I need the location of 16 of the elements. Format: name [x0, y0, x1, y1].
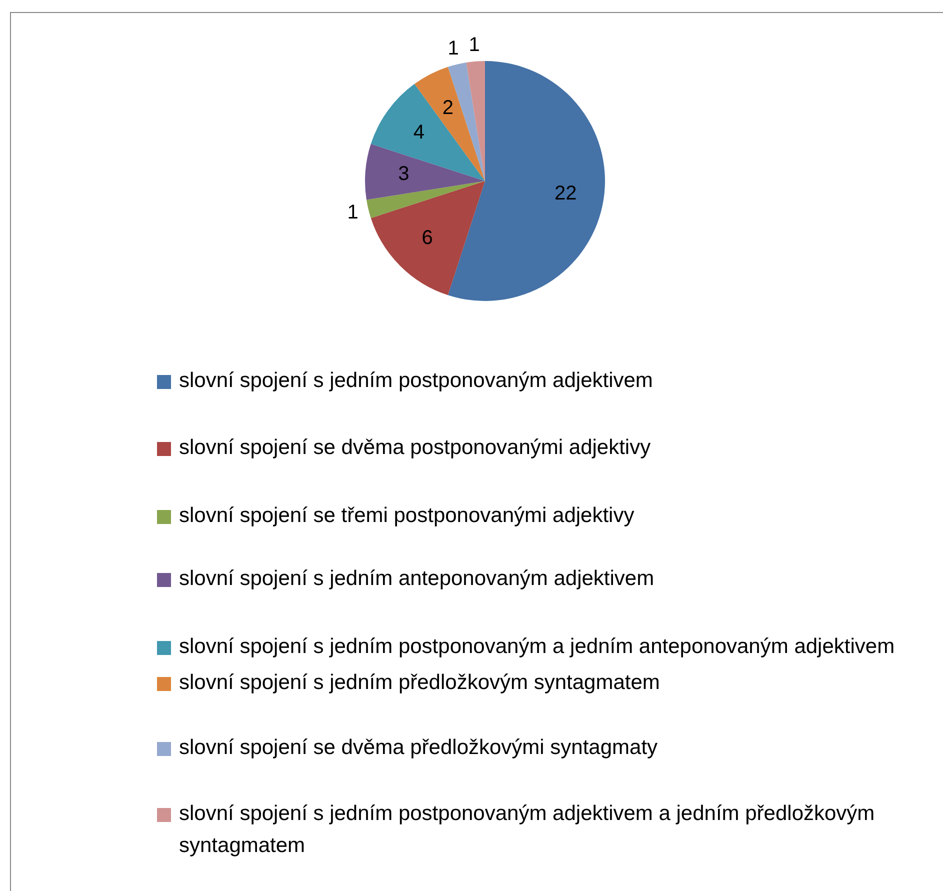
data-label: 22	[554, 182, 577, 204]
legend-label: slovní spojení s jedním anteponovaným adjektivem	[178, 566, 656, 592]
data-label: 1	[468, 34, 480, 56]
data-label: 4	[413, 122, 425, 144]
legend-label: slovní spojení s jedním postponovaným adjektivem	[178, 368, 654, 394]
data-label: 2	[442, 96, 454, 119]
legend-label: slovní spojení se dvěma postponovanými adjektivy	[178, 435, 652, 461]
legend-label: slovní spojení se dvěma předložkovými syntagmaty	[178, 735, 659, 761]
legend-label: slovní spojení s jedním postponovaným a jedním anteponovaným adjektivem	[178, 634, 896, 660]
data-label: 1	[448, 37, 459, 60]
data-label: 6	[422, 227, 433, 250]
legend-label: slovní spojení s jedním předložkovým syntagmatem	[178, 670, 661, 696]
legend-label: slovní spojení se třemi postponovanými adjektivy	[178, 503, 636, 529]
legend-label: slovní spojení s jedním postponovaným adjektivem a jedním předložkovým syntagmatem	[178, 801, 876, 859]
data-label: 1	[347, 201, 358, 224]
data-label: 3	[398, 163, 410, 186]
